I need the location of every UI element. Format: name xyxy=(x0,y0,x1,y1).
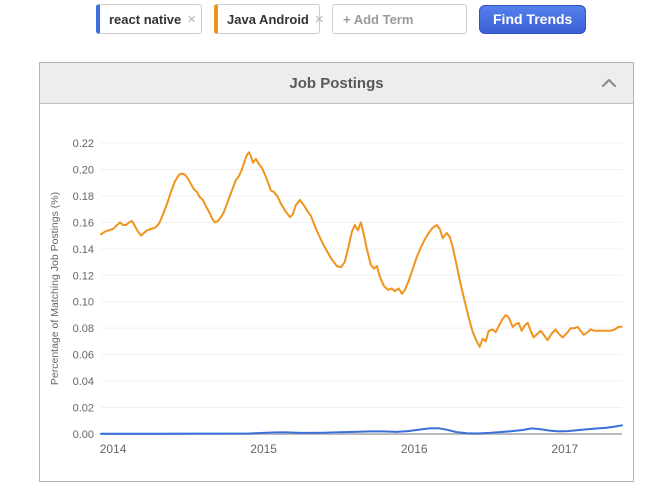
svg-text:0.22: 0.22 xyxy=(73,138,94,150)
term-chip-java-android: Java Android × xyxy=(214,4,324,34)
remove-term-icon[interactable]: × xyxy=(187,10,197,28)
chart-area: 0.00 0.02 0.04 0.06 0.08 0.10 0.12 0.14 0.16 0.18… xyxy=(40,104,633,465)
svg-text:0.08: 0.08 xyxy=(73,323,94,335)
svg-text:0.12: 0.12 xyxy=(73,270,94,282)
trends-toolbar: react native × Java Android × Find Trend… xyxy=(96,4,587,34)
collapse-panel-button[interactable] xyxy=(598,75,620,91)
svg-text:0.00: 0.00 xyxy=(73,429,94,441)
svg-text:0.20: 0.20 xyxy=(73,164,94,176)
svg-text:0.04: 0.04 xyxy=(73,376,94,388)
svg-text:0.06: 0.06 xyxy=(73,350,94,362)
svg-text:2017: 2017 xyxy=(551,442,578,456)
add-term-input[interactable] xyxy=(332,4,467,34)
svg-text:0.10: 0.10 xyxy=(73,297,94,309)
svg-text:0.16: 0.16 xyxy=(73,217,94,229)
svg-text:0.02: 0.02 xyxy=(73,403,94,415)
svg-text:Percentage of Matching Job Pos: Percentage of Matching Job Postings (%) xyxy=(49,192,61,385)
job-postings-panel: Job Postings 0.00 0.02 0.04 0.06 0.08 0.10 0.1… xyxy=(39,62,634,482)
term-chip-label: react native xyxy=(109,11,182,27)
find-trends-button[interactable]: Find Trends xyxy=(479,4,587,34)
job-postings-chart: 0.00 0.02 0.04 0.06 0.08 0.10 0.12 0.14 0.16 0.18… xyxy=(49,138,623,456)
panel-title: Job Postings xyxy=(289,74,384,92)
svg-text:0.18: 0.18 xyxy=(73,191,94,203)
term-chip-label: Java Android xyxy=(227,11,309,27)
remove-term-icon[interactable]: × xyxy=(314,10,324,28)
chevron-up-icon xyxy=(601,76,617,91)
svg-text:2015: 2015 xyxy=(250,442,277,456)
term-chip-react-native: react native × xyxy=(96,4,202,34)
svg-text:0.14: 0.14 xyxy=(73,244,94,256)
panel-header: Job Postings xyxy=(40,63,633,104)
svg-text:2014: 2014 xyxy=(100,442,127,456)
svg-text:2016: 2016 xyxy=(401,442,428,456)
